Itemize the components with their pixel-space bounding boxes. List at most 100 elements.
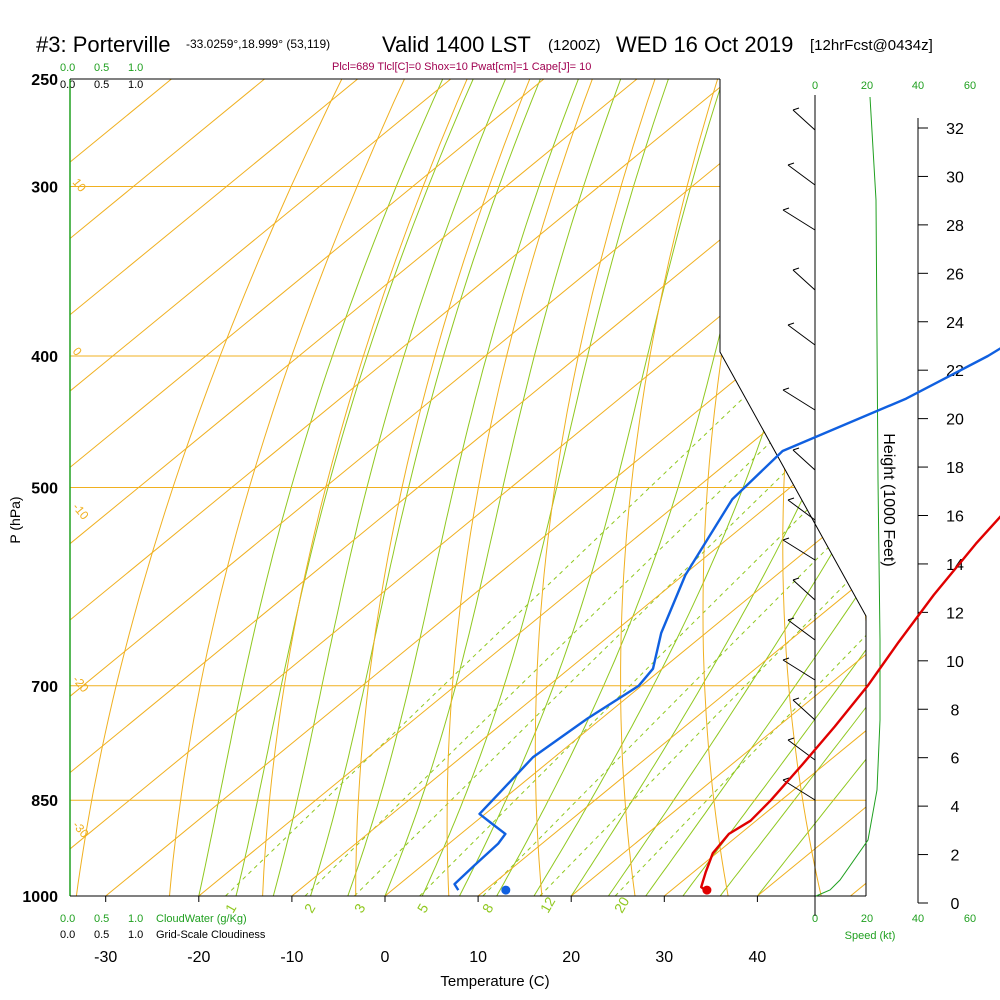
- mixing-ratio-label: 5: [414, 901, 432, 916]
- wind-barb-flag: [792, 447, 800, 451]
- speed-tick: 0: [812, 913, 818, 925]
- axes: -30 -20 -10 0 10 20 30 402503004005007008501000…: [22, 72, 964, 966]
- wind-barb-flag: [782, 777, 790, 781]
- isotherm: [70, 79, 452, 896]
- speed-scale-top: 0 20 40 60: [812, 80, 976, 92]
- wind-barb-flag: [782, 387, 790, 391]
- wind-barb: [787, 164, 816, 186]
- height-tick-label: 28: [946, 218, 964, 235]
- isotherm: [850, 79, 866, 896]
- isotherm: [477, 79, 866, 896]
- dry-adiabat: [620, 79, 726, 896]
- cloudwater-scale-bottom: 0.0 0.5 1.0 CloudWater (g/Kg): [60, 913, 247, 925]
- pressure-tick-label: 1000: [22, 889, 58, 906]
- pressure-tick-label: 400: [31, 349, 58, 366]
- cloudiness-tick: 0.5: [94, 929, 109, 941]
- height-tick-label: 8: [951, 702, 960, 719]
- dry-adiabat: [782, 79, 850, 896]
- x-tick-label: 0: [381, 949, 390, 966]
- dry-adiabat: [262, 79, 478, 896]
- dry-adiabat-label: 10: [70, 175, 90, 194]
- speed-tick: 40: [912, 80, 924, 92]
- wind-barb: [787, 324, 816, 346]
- dry-adiabat: [935, 55, 1000, 896]
- mixing-ratio-label: 12: [537, 894, 559, 916]
- moist-adiabat: [421, 79, 669, 896]
- valid-time: Valid 1400 LST: [382, 32, 531, 57]
- isotherm: [570, 79, 866, 896]
- wind-barb: [792, 109, 816, 131]
- moist-adiabat: [645, 79, 866, 896]
- wind-barb: [792, 449, 816, 471]
- x-tick-label: -30: [94, 949, 117, 966]
- height-tick-label: 10: [946, 654, 964, 671]
- x-axis-label: Temperature (C): [440, 973, 549, 990]
- dewpoint-line: [453, 347, 1000, 891]
- height-tick-label: 26: [946, 266, 964, 283]
- x-tick-label: -10: [280, 949, 303, 966]
- right-border: [719, 79, 867, 896]
- wind-barb-flag: [787, 617, 795, 621]
- isotherm: [384, 79, 866, 896]
- cloudwater-tick: 1.0: [128, 913, 143, 925]
- station-title: #3: Porterville: [36, 32, 171, 57]
- height-axis-label: Height (1000 Feet): [880, 433, 897, 566]
- speed-tick: 40: [912, 913, 924, 925]
- height-tick-label: 20: [946, 412, 964, 429]
- cloudiness-tick: 0.0: [60, 79, 75, 91]
- mixing-ratio-label: 8: [479, 901, 497, 916]
- cloudiness-tick: 0.5: [94, 79, 109, 91]
- cloudiness-tick: 1.0: [128, 79, 143, 91]
- speed-tick: 60: [964, 80, 976, 92]
- surface-temperature-marker: [702, 885, 712, 895]
- height-tick-label: 0: [951, 896, 960, 913]
- isotherm: [663, 79, 866, 896]
- x-tick-label: -20: [187, 949, 210, 966]
- height-tick-label: 16: [946, 509, 964, 526]
- x-tick-label: 10: [469, 949, 487, 966]
- wind-barb: [792, 699, 816, 721]
- wind-profile: [782, 95, 881, 916]
- height-tick-label: 18: [946, 460, 964, 477]
- x-tick-label: 40: [749, 949, 767, 966]
- wind-barb-flag: [787, 322, 795, 326]
- wind-speed-profile: [815, 96, 881, 897]
- temperature-line: [700, 515, 1000, 892]
- moist-adiabat: [347, 79, 579, 896]
- y-axis-label: P (hPa): [7, 496, 23, 543]
- cloudwater-scale-top: 0.0 0.5 1.0: [60, 62, 143, 74]
- dry-adiabat-label: -10: [70, 500, 92, 523]
- height-tick-label: 2: [951, 848, 960, 865]
- speed-scale-bottom: 0 20 40 60 Speed (kt): [812, 913, 976, 942]
- moist-adiabat: [757, 79, 866, 896]
- speed-tick: 60: [964, 913, 976, 925]
- dry-adiabat: [446, 79, 602, 896]
- wind-barb-flag: [792, 107, 800, 111]
- cloudiness-tick: 0.0: [60, 929, 75, 941]
- wind-barb: [782, 389, 816, 411]
- wind-barb: [792, 269, 816, 291]
- isotherm: [70, 79, 265, 896]
- pressure-tick-label: 850: [31, 793, 58, 810]
- isotherm: [70, 79, 545, 896]
- mixing-ratio-label: 2: [301, 901, 319, 916]
- height-tick-label: 12: [946, 605, 964, 622]
- cloudwater-label: CloudWater (g/Kg): [156, 913, 247, 925]
- isotherm: [70, 79, 358, 896]
- wind-barb-flag: [787, 162, 795, 166]
- moist-adiabat: [570, 79, 866, 896]
- wind-barb: [792, 579, 816, 601]
- wind-barb-flag: [787, 497, 795, 501]
- dry-adiabat: [702, 79, 788, 896]
- mixing-ratio-line: [482, 355, 866, 896]
- background-lines: [70, 55, 1000, 896]
- height-tick-label: 4: [951, 799, 960, 816]
- dry-adiabat-label: -20: [70, 673, 92, 696]
- wind-barb-flag: [787, 737, 795, 741]
- pressure-tick-label: 700: [31, 679, 58, 696]
- surface-dewpoint-marker: [501, 885, 511, 895]
- wind-barb: [782, 209, 816, 231]
- height-tick-label: 30: [946, 169, 964, 186]
- pressure-tick-label: 250: [31, 72, 58, 89]
